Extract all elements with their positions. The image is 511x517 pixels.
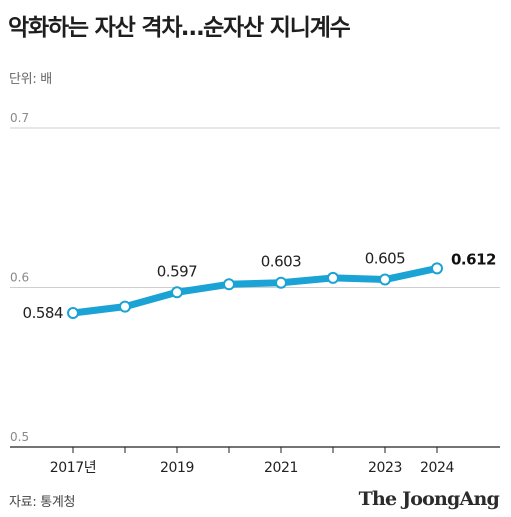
data-point bbox=[223, 278, 235, 291]
data-point bbox=[275, 276, 287, 289]
unit-label: 단위: 배 bbox=[9, 72, 52, 87]
data-label: 0.584 bbox=[23, 304, 63, 322]
y-tick-label: 0.5 bbox=[10, 430, 29, 444]
gridlines: 0.5 0.6 0.7 bbox=[10, 111, 500, 444]
data-label: 0.612 bbox=[451, 250, 496, 268]
data-label: 0.603 bbox=[261, 253, 301, 271]
data-labels: 0.584 0.597 0.603 0.605 0.612 bbox=[23, 250, 497, 322]
chart-title: 악화하는 자산 격차…순자산 지니계수 bbox=[8, 15, 351, 41]
x-tick-label: 2019 bbox=[160, 460, 194, 476]
x-tick-label: 2023 bbox=[368, 460, 402, 476]
x-tick-label: 2021 bbox=[264, 460, 298, 476]
series-line-path bbox=[69, 264, 441, 317]
x-axis: 2017년 2019 2021 2023 2024 bbox=[10, 446, 500, 476]
data-point bbox=[119, 300, 131, 313]
x-tick-label: 2017년 bbox=[50, 460, 97, 476]
data-points bbox=[67, 262, 443, 320]
source-note: 자료: 통계청 bbox=[9, 495, 76, 510]
data-point bbox=[171, 286, 183, 299]
data-label: 0.605 bbox=[365, 250, 405, 268]
data-point bbox=[67, 307, 79, 320]
data-label: 0.597 bbox=[157, 262, 197, 280]
y-tick-label: 0.7 bbox=[10, 111, 29, 125]
brand-logo: The JoongAng bbox=[358, 488, 500, 510]
data-point bbox=[379, 273, 391, 286]
series-line bbox=[69, 264, 441, 317]
y-tick-label: 0.6 bbox=[10, 271, 29, 285]
data-point bbox=[431, 262, 443, 275]
x-tick-label: 2024 bbox=[420, 460, 455, 476]
data-point bbox=[327, 271, 339, 284]
